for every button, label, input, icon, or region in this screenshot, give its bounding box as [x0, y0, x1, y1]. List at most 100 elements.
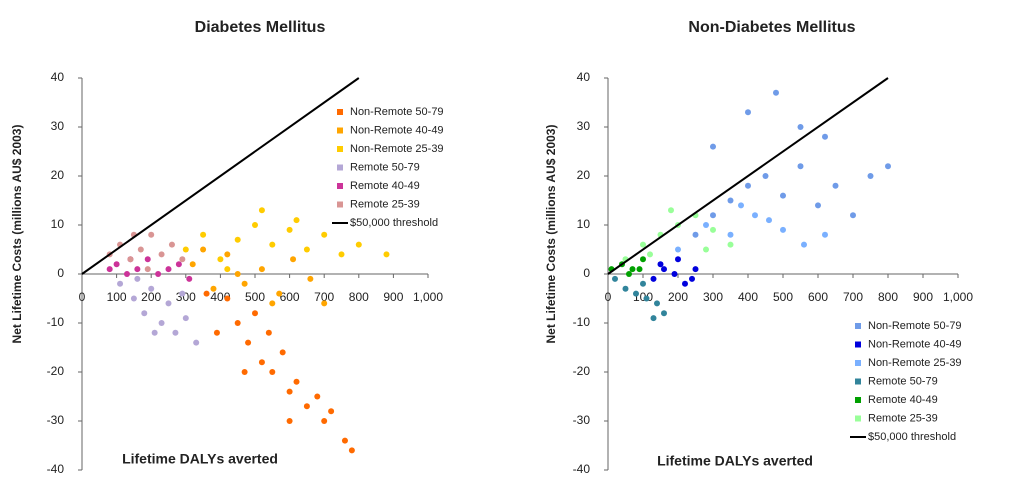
point [692, 266, 699, 273]
point [144, 256, 151, 263]
point [234, 236, 241, 243]
x-tick-label: 0 [79, 290, 86, 304]
point [815, 202, 821, 209]
y-axis-label: Net Lifetime Costs (millions AU$ 2003) [544, 125, 558, 344]
point [727, 241, 734, 248]
legend-label: $50,000 threshold [350, 217, 438, 229]
point [117, 280, 124, 287]
x-tick-label: 400 [738, 290, 758, 304]
y-axis-label: Net Lifetime Costs (millions AU$ 2003) [10, 125, 24, 344]
point [355, 241, 362, 248]
legend-label: Remote 40-49 [350, 180, 420, 192]
y-tick-label: -20 [573, 364, 591, 378]
point [867, 173, 874, 179]
legend-label: Remote 40-49 [868, 394, 938, 406]
point [141, 310, 148, 317]
point [303, 246, 310, 253]
point [213, 329, 220, 336]
point [773, 89, 779, 96]
y-tick-label: 20 [51, 168, 65, 182]
legend-label: Non-Remote 40-49 [868, 338, 962, 350]
point [182, 315, 189, 322]
point [258, 207, 265, 214]
legend-swatch [855, 323, 861, 329]
point [200, 231, 207, 238]
y-tick-label: -30 [573, 413, 591, 427]
x-tick-label: 700 [314, 290, 334, 304]
point [189, 261, 196, 268]
point [252, 222, 258, 228]
point [682, 280, 688, 287]
point [321, 231, 328, 238]
point [293, 217, 300, 224]
point [165, 266, 172, 273]
x-tick-label: 900 [383, 290, 403, 304]
point [186, 275, 193, 282]
legend-label: Non-Remote 25-39 [868, 357, 962, 369]
point [612, 275, 618, 282]
x-tick-label: 200 [141, 290, 161, 304]
legend-label: Non-Remote 50-79 [350, 106, 444, 118]
legend-label: Remote 25-39 [350, 198, 420, 210]
point [626, 271, 632, 277]
point [307, 275, 314, 282]
point [134, 275, 141, 282]
point [710, 143, 716, 150]
legend-swatch [337, 164, 343, 171]
x-tick-label: 100 [107, 290, 127, 304]
point [286, 226, 293, 233]
legend-swatch [337, 127, 343, 134]
point [265, 329, 272, 336]
point [727, 197, 734, 204]
y-tick-label: -40 [573, 462, 591, 476]
point [675, 256, 681, 263]
point [661, 310, 667, 317]
point [130, 295, 137, 302]
point [668, 207, 674, 214]
point [797, 124, 804, 130]
x-tick-label: 300 [703, 290, 723, 304]
point [643, 295, 650, 302]
x-tick-label: 800 [349, 290, 369, 304]
point [780, 192, 786, 199]
point [766, 217, 772, 224]
point [671, 271, 678, 277]
x-tick-label: 300 [176, 290, 196, 304]
point [822, 231, 828, 238]
point [640, 241, 646, 248]
y-tick-label: -10 [47, 315, 65, 329]
x-tick-label: 600 [280, 290, 300, 304]
point [640, 256, 646, 263]
legend-swatch [855, 378, 861, 385]
x-tick-label: 1,000 [413, 290, 443, 304]
point [328, 408, 335, 415]
legend-label: $50,000 threshold [868, 431, 956, 443]
point [341, 437, 348, 444]
point [654, 300, 660, 307]
point [348, 447, 355, 454]
point [286, 388, 293, 395]
point [647, 251, 653, 258]
point [636, 266, 643, 273]
point [832, 182, 839, 189]
point [703, 222, 709, 228]
point [801, 241, 807, 248]
x-tick-label: 800 [878, 290, 898, 304]
y-tick-label: 40 [577, 70, 591, 84]
point [252, 310, 258, 317]
point [703, 246, 709, 253]
point [290, 256, 297, 263]
point [144, 266, 151, 273]
point [657, 261, 664, 268]
point [134, 266, 141, 273]
chart-title: Non-Diabetes Mellitus [688, 19, 855, 36]
point [279, 349, 286, 356]
point [127, 256, 134, 263]
y-tick-label: -40 [47, 462, 65, 476]
threshold-line [607, 77, 889, 275]
point [241, 280, 248, 287]
legend-swatch [337, 183, 343, 189]
y-tick-label: 20 [577, 168, 591, 182]
legend-swatch [855, 415, 861, 422]
legend-label: Remote 50-79 [350, 161, 420, 173]
